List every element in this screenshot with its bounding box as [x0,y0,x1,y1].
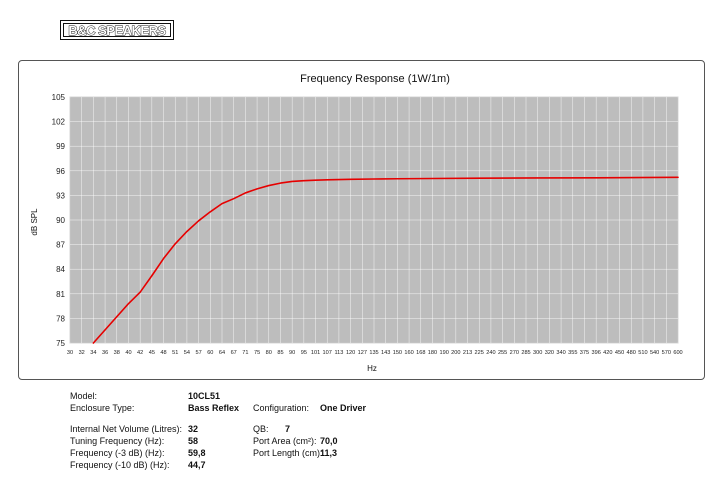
tuning-label: Tuning Frequency (Hz): [70,436,165,446]
volume-label: Internal Net Volume (Litres): [70,424,183,434]
x-tick-label: 45 [149,350,155,356]
x-tick-label: 600 [673,350,682,356]
x-tick-label: 101 [311,350,320,356]
x-tick-label: 200 [451,350,460,356]
x-tick-label: 71 [242,350,248,356]
x-tick-label: 213 [463,350,472,356]
y-tick-label: 102 [52,118,66,127]
x-tick-label: 51 [172,350,178,356]
port-area-value: 70,0 [320,436,338,446]
y-tick-label: 105 [52,93,66,102]
x-tick-label: 36 [102,350,108,356]
x-tick-label: 180 [428,350,437,356]
x-tick-label: 255 [498,350,507,356]
x-tick-label: 420 [603,350,612,356]
x-tick-label: 396 [591,350,600,356]
enclosure-label: Enclosure Type: [70,403,135,413]
x-tick-label: 85 [277,350,283,356]
y-tick-label: 81 [56,290,65,299]
x-tick-label: 225 [475,350,484,356]
tuning-value: 58 [188,436,199,446]
x-tick-label: 450 [615,350,624,356]
x-tick-label: 240 [486,350,495,356]
x-tick-label: 38 [114,350,120,356]
enclosure-value: Bass Reflex [188,403,240,413]
chart-title: Frequency Response (1W/1m) [300,73,450,85]
qb-value: 7 [285,424,291,434]
x-axis-label: Hz [367,364,377,373]
f10-value: 44,7 [188,460,206,470]
series-line [92,176,679,344]
f3-label: Frequency (-3 dB) (Hz): [70,448,165,458]
x-tick-label: 120 [346,350,355,356]
configuration-label: Configuration: [253,403,310,413]
brand-logo-text: B&C SPEAKERS [68,22,167,38]
brand-logo: B&C SPEAKERS [60,20,174,40]
x-tick-label: 127 [358,350,367,356]
x-tick-label: 42 [137,350,143,356]
y-tick-label: 90 [56,216,65,225]
x-tick-label: 64 [219,350,225,356]
x-tick-label: 107 [323,350,332,356]
x-tick-label: 375 [580,350,589,356]
x-tick-label: 95 [301,350,307,356]
x-tick-label: 285 [521,350,530,356]
configuration-value: One Driver [320,403,367,413]
x-tick-label: 320 [545,350,554,356]
x-tick-label: 32 [79,350,85,356]
x-tick-label: 80 [266,350,272,356]
x-tick-label: 113 [334,350,343,356]
x-tick-label: 54 [184,350,190,356]
x-tick-label: 480 [627,350,636,356]
y-tick-label: 78 [56,314,65,323]
f10-label: Frequency (-10 dB) (Hz): [70,460,170,470]
x-tick-label: 30 [67,350,73,356]
y-tick-label: 84 [56,265,65,274]
y-tick-label: 87 [56,241,65,250]
x-tick-label: 143 [381,350,390,356]
x-tick-label: 270 [510,350,519,356]
y-tick-label: 99 [56,142,65,151]
volume-value: 32 [188,424,199,434]
x-tick-label: 510 [638,350,647,356]
y-tick-label: 96 [56,167,65,176]
port-length-value: 11,3 [320,448,338,458]
x-tick-label: 135 [369,350,378,356]
x-tick-label: 60 [207,350,213,356]
x-tick-label: 570 [662,350,671,356]
port-length-label: Port Length (cm): [253,448,323,458]
y-tick-label: 75 [56,339,65,348]
f3-value: 59,8 [188,448,206,458]
x-tick-label: 90 [289,350,295,356]
x-tick-label: 48 [160,350,166,356]
port-area-label: Port Area (cm²): [253,436,317,446]
x-tick-label: 40 [125,350,131,356]
model-label: Model: [70,391,98,401]
model-value: 10CL51 [188,391,221,401]
qb-label: QB: [253,424,269,434]
x-tick-label: 34 [90,350,96,356]
x-tick-label: 168 [416,350,425,356]
x-tick-label: 355 [568,350,577,356]
x-tick-label: 190 [439,350,448,356]
x-tick-label: 57 [195,350,201,356]
y-tick-label: 93 [56,191,65,200]
x-tick-label: 160 [404,350,413,356]
x-tick-label: 540 [650,350,659,356]
y-axis-label: dB SPL [30,208,39,236]
x-tick-label: 340 [556,350,565,356]
x-tick-label: 300 [533,350,542,356]
x-tick-label: 67 [231,350,237,356]
x-tick-label: 75 [254,350,260,356]
x-tick-label: 150 [393,350,402,356]
